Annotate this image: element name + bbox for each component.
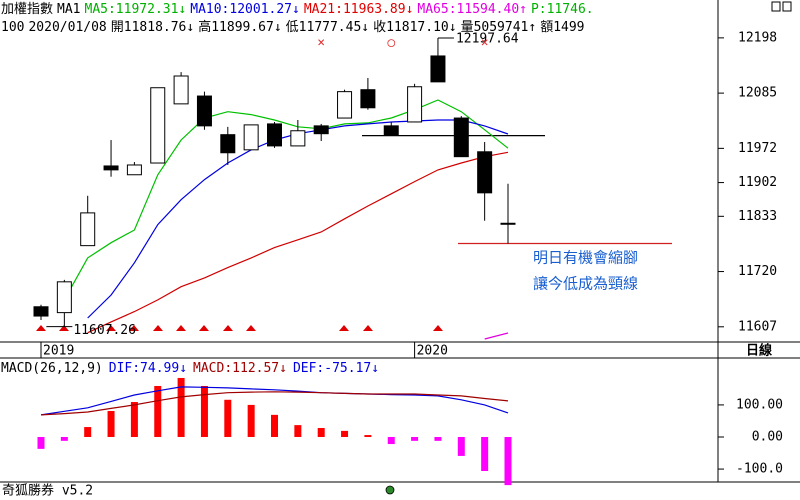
window-icon[interactable]	[782, 1, 792, 12]
header-segment: 收11817.10↓	[373, 20, 456, 35]
macd-title: MACD(26,12,9) DIF:74.99↓ MACD:112.57↓ DEF:-…	[1, 361, 379, 376]
macd-bar	[60, 436, 68, 441]
candle-body	[477, 151, 493, 194]
candle-body	[407, 86, 423, 123]
macd-bar	[434, 436, 442, 441]
y-tick-label: 0.00	[752, 429, 783, 444]
macd-bar	[154, 385, 162, 437]
candle-body	[103, 165, 119, 171]
candle-body	[430, 55, 446, 83]
header-segment: MA5:11972.31↓	[85, 2, 187, 17]
x-tick-label: 2020	[417, 344, 448, 359]
candle-body	[383, 125, 399, 136]
ma-line	[40, 391, 509, 416]
high-label: 12197.64	[456, 32, 519, 47]
candle-body	[360, 89, 376, 109]
candle-body	[337, 91, 353, 119]
macd-bar	[84, 427, 92, 437]
macd-title-segment: MACD(26,12,9)	[1, 361, 103, 376]
macd-bar	[457, 436, 465, 456]
candle-body	[80, 212, 96, 247]
y-tick-label: 11720	[738, 264, 777, 279]
header-line: 100 2020/01/08 開11818.76↓ 高11899.67↓ 低11777.…	[1, 19, 585, 35]
macd-bar	[107, 411, 115, 437]
period-label: 日線	[746, 343, 773, 359]
header-line: 加權指數 MA1 MA5:11972.31↓ MA10:12001.27↓ MA21:1…	[1, 2, 594, 17]
signal-mark: ○	[387, 36, 395, 51]
macd-bar	[37, 436, 45, 449]
header-segment: 高11899.67↓	[198, 19, 281, 35]
annotation: 讓今低成為頸線	[533, 275, 638, 293]
signal-mark: ×	[317, 36, 325, 51]
annotation: 明日有機會縮腳	[533, 249, 638, 267]
macd-bar	[224, 399, 232, 437]
header-segment: 低11777.45↓	[286, 20, 369, 35]
header-segment: 開11818.76↓	[111, 20, 194, 35]
macd-bar	[364, 435, 372, 437]
candle-body	[290, 130, 306, 147]
low-label: 11607.26	[73, 323, 136, 338]
candle-body	[126, 164, 142, 176]
candle-body	[313, 125, 329, 135]
y-tick-label: 11902	[738, 175, 777, 190]
header-segment: 加權指數	[1, 2, 53, 17]
macd-title-segment: DIF:74.99↓	[109, 361, 187, 376]
candle-body	[453, 117, 469, 158]
candle-body	[267, 123, 282, 147]
y-tick-label: 100.00	[736, 397, 783, 412]
macd-bar	[271, 414, 278, 437]
y-tick-label: 11972	[738, 141, 777, 156]
header-segment: MA21:11963.89↓	[304, 2, 414, 17]
ma-line	[63, 99, 509, 301]
macd-bar	[341, 430, 349, 437]
window-icon[interactable]	[771, 1, 781, 12]
ma-line	[484, 332, 509, 340]
macd-title-segment: DEF:-75.17↓	[293, 361, 379, 376]
signal-markers	[36, 325, 443, 331]
macd-bar	[247, 404, 255, 437]
status-light	[385, 485, 395, 495]
macd-bar	[294, 425, 302, 437]
header-segment: 2020/01/08	[28, 20, 106, 35]
header-segment: MA10:12001.27↓	[190, 2, 300, 17]
header: 加權指數 MA1 MA5:11972.31↓ MA10:12001.27↓ MA21:1…	[1, 2, 594, 35]
y-tick-label: 11833	[738, 209, 777, 224]
candle-body	[150, 87, 166, 164]
y-tick-label: 12085	[738, 86, 777, 101]
macd-bar	[177, 377, 185, 437]
y-tick-label: 11607	[738, 319, 777, 334]
macd-bar	[481, 436, 489, 471]
footer: 奇狐勝券 v5.2	[2, 483, 93, 499]
header-segment: MA65:11594.40↑	[417, 2, 527, 17]
signal-mark: ×	[481, 36, 489, 51]
header-segment: MA1	[57, 2, 80, 17]
candle-body	[243, 124, 259, 151]
x-tick-label: 2019	[43, 344, 74, 359]
candle-body	[220, 134, 236, 154]
macd-bar	[387, 436, 395, 445]
header-segment: 量5059741↑	[461, 20, 537, 35]
y-tick-label: -100.0	[736, 462, 783, 477]
candle-body	[33, 306, 49, 317]
header-segment: P:11746.	[531, 2, 594, 17]
ma-line	[87, 151, 509, 334]
header-segment: 100	[1, 20, 24, 35]
ma-line	[40, 386, 509, 416]
candle-body	[196, 95, 212, 127]
macd-title-segment: MACD:112.57↓	[193, 361, 287, 376]
header-segment: 額1499	[540, 20, 584, 35]
candle-body	[500, 222, 516, 225]
y-tick-label: 12198	[738, 30, 777, 45]
macd-bar	[411, 436, 419, 441]
candle-body	[56, 281, 72, 314]
macd-bar	[130, 402, 138, 437]
candle-body	[173, 75, 189, 105]
macd-bar	[504, 436, 512, 486]
macd-bar	[200, 385, 208, 437]
macd-bar	[317, 428, 325, 437]
